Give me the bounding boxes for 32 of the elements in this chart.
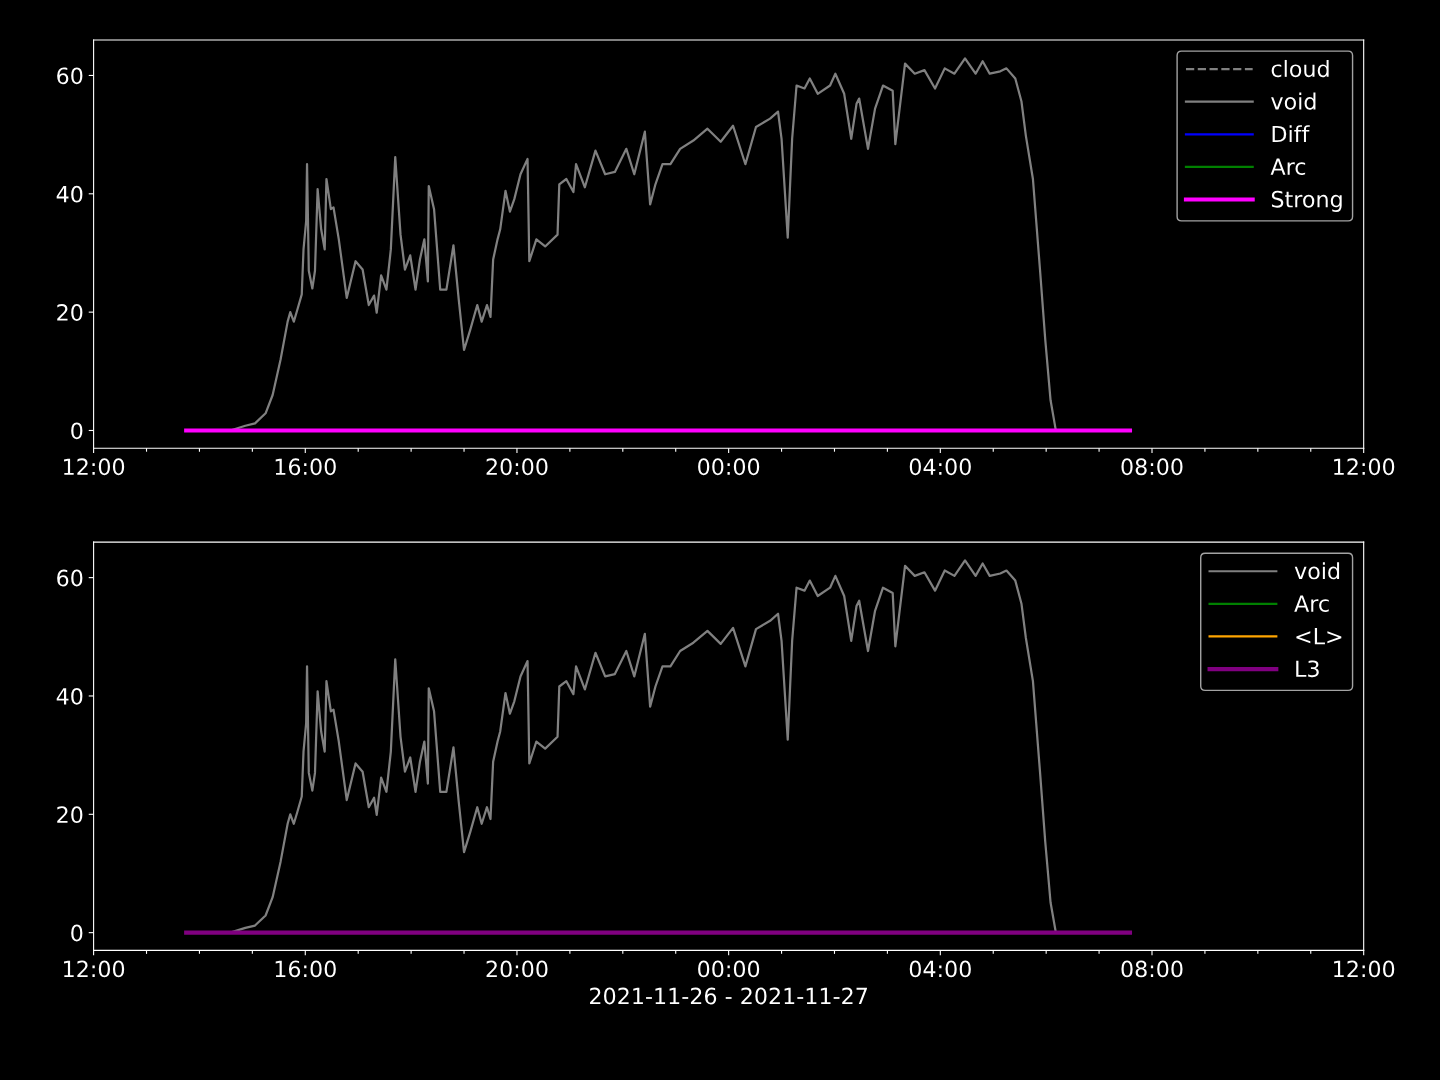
x-tick-label: 20:00 [486,960,548,978]
legend-label: Diff [1272,125,1310,143]
legend-label: void [1271,92,1316,110]
legend-label: L3 [1296,660,1319,678]
y-tick-label: 20 [57,304,83,321]
x-tick-label: 00:00 [698,458,760,476]
y-tick-label: 60 [57,67,83,85]
x-tick-label: 00:00 [698,960,760,978]
y-tick-label: 60 [57,569,83,587]
x-tick-label: 04:00 [909,458,971,476]
x-tick-label: 12:00 [64,458,125,476]
x-tick-label: 20:00 [486,458,548,476]
x-tick-label: 16:00 [275,458,336,476]
legend-label: cloud [1271,59,1329,78]
y-tick-label: 0 [71,924,83,942]
x-axis-title: 2021-11-26 - 2021-11-27 [590,987,867,1005]
x-tick-label: 04:00 [909,960,971,978]
legend-label: Arc [1270,158,1306,176]
y-tick-label: 0 [71,422,83,440]
x-tick-label: 12:00 [1334,960,1395,978]
legend-label: <L> [1296,628,1342,645]
legend-label: void [1294,562,1340,580]
x-tick-label: 08:00 [1121,458,1183,476]
y-tick-label: 20 [57,806,83,824]
x-tick-label: 08:00 [1121,960,1183,978]
y-tick-label: 40 [56,687,83,705]
legend-label: Arc [1294,595,1329,612]
x-tick-label: 12:00 [64,960,125,978]
legend-label: Strong [1271,190,1342,212]
x-tick-label: 12:00 [1334,458,1395,476]
x-tick-label: 16:00 [275,960,336,978]
y-tick-label: 40 [56,185,83,203]
